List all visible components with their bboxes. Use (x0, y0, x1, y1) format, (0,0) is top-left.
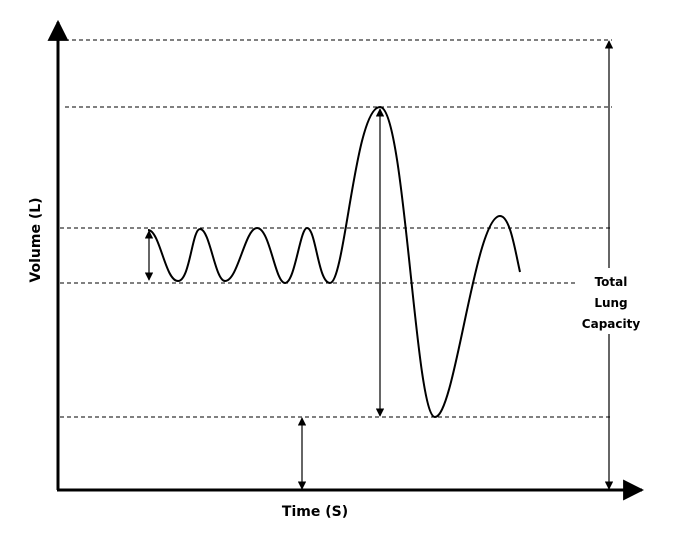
x-axis-label: Time (S) (282, 504, 348, 520)
label-backdrop (578, 268, 642, 334)
measure-arrows (144, 40, 614, 490)
annotation-line: Lung (594, 296, 627, 310)
annotation-line: Capacity (582, 317, 641, 331)
volume-curve (147, 105, 521, 419)
y-axis-label: Volume (L) (28, 197, 44, 282)
annotation-line: Total (595, 275, 628, 289)
reference-lines (60, 39, 612, 418)
